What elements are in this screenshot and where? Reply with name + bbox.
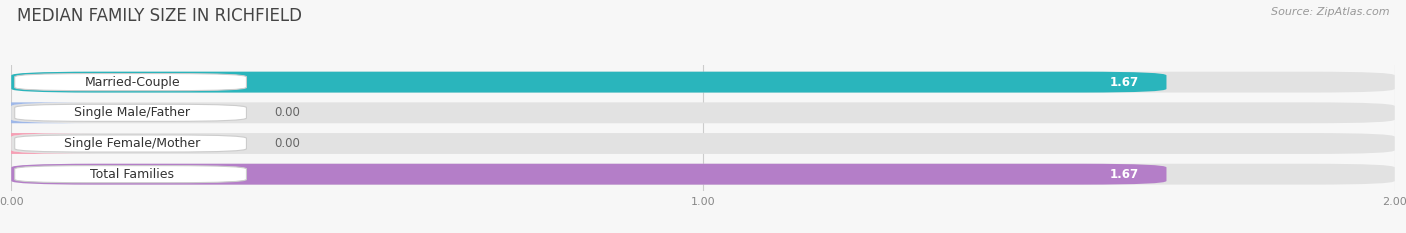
Text: Single Male/Father: Single Male/Father xyxy=(75,106,190,119)
Text: Single Female/Mother: Single Female/Mother xyxy=(65,137,201,150)
FancyBboxPatch shape xyxy=(14,166,246,183)
FancyBboxPatch shape xyxy=(11,133,1395,154)
FancyBboxPatch shape xyxy=(14,135,246,152)
Text: Married-Couple: Married-Couple xyxy=(84,76,180,89)
FancyBboxPatch shape xyxy=(0,133,94,154)
Text: Total Families: Total Families xyxy=(90,168,174,181)
Text: MEDIAN FAMILY SIZE IN RICHFIELD: MEDIAN FAMILY SIZE IN RICHFIELD xyxy=(17,7,302,25)
FancyBboxPatch shape xyxy=(11,164,1395,185)
FancyBboxPatch shape xyxy=(14,104,246,121)
Text: 0.00: 0.00 xyxy=(274,137,299,150)
Text: Source: ZipAtlas.com: Source: ZipAtlas.com xyxy=(1271,7,1389,17)
FancyBboxPatch shape xyxy=(11,164,1167,185)
Text: 1.67: 1.67 xyxy=(1109,168,1139,181)
Text: 1.67: 1.67 xyxy=(1109,76,1139,89)
FancyBboxPatch shape xyxy=(14,74,246,91)
FancyBboxPatch shape xyxy=(0,102,94,123)
FancyBboxPatch shape xyxy=(11,72,1167,93)
FancyBboxPatch shape xyxy=(11,102,1395,123)
Text: 0.00: 0.00 xyxy=(274,106,299,119)
FancyBboxPatch shape xyxy=(11,72,1395,93)
